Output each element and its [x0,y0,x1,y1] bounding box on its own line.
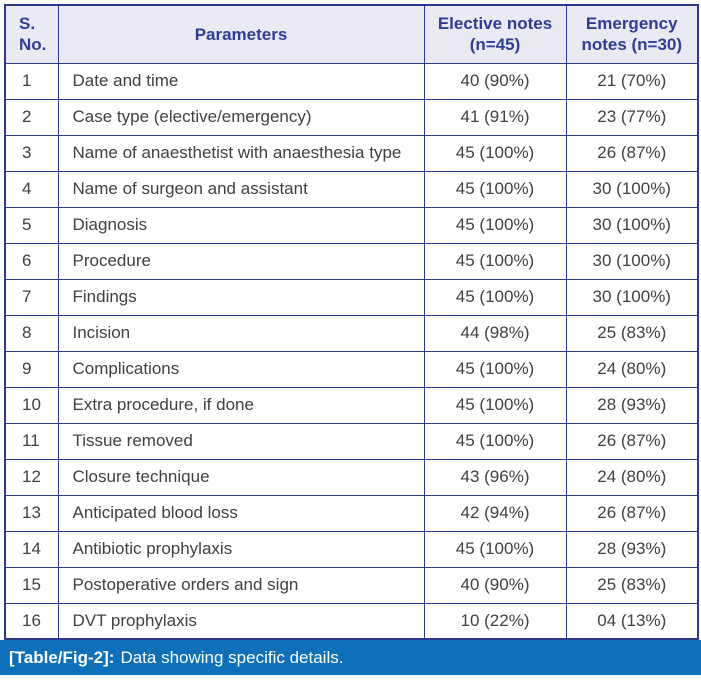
table-row: 4 Name of surgeon and assistant 45 (100%) 3… [4,170,699,208]
elective-value-cell: 42 (94%) [423,494,567,532]
parameter-cell: DVT prophylaxis [57,602,425,640]
table-row: 2 Case type (elective/emergency) 41 (91%) 2… [4,98,699,136]
elective-value-cell: 45 (100%) [423,278,567,316]
table-header: S. No. Parameters Elective notes (n=45) … [4,4,699,64]
row-number-cell: 2 [4,98,59,136]
row-number-cell: 7 [4,278,59,316]
parameter-cell: Findings [57,278,425,316]
emergency-value-cell: 04 (13%) [565,602,699,640]
parameter-cell: Extra procedure, if done [57,386,425,424]
table-row: 10 Extra procedure, if done 45 (100%) 28 (9… [4,386,699,424]
row-number-cell: 1 [4,62,59,100]
table-row: 5 Diagnosis 45 (100%) 30 (100%) [4,206,699,244]
row-number-cell: 8 [4,314,59,352]
row-number-cell: 11 [4,422,59,460]
table-caption: [Table/Fig-2]: Data showing specific det… [0,640,701,675]
parameter-cell: Complications [57,350,425,388]
table-row: 13 Anticipated blood loss 42 (94%) 26 (87%) [4,494,699,532]
table-row: 1 Date and time 40 (90%) 21 (70%) [4,62,699,100]
emergency-value-cell: 28 (93%) [565,530,699,568]
row-number-cell: 6 [4,242,59,280]
parameter-cell: Case type (elective/emergency) [57,98,425,136]
table-row: 15 Postoperative orders and sign 40 (90%) 2… [4,566,699,604]
parameter-cell: Date and time [57,62,425,100]
table-row: 9 Complications 45 (100%) 24 (80%) [4,350,699,388]
elective-value-cell: 45 (100%) [423,350,567,388]
emergency-value-cell: 26 (87%) [565,422,699,460]
table-figure: S. No. Parameters Elective notes (n=45) … [0,4,701,675]
column-header-elective: Elective notes (n=45) [423,4,567,64]
emergency-value-cell: 30 (100%) [565,278,699,316]
row-number-cell: 4 [4,170,59,208]
elective-value-cell: 44 (98%) [423,314,567,352]
emergency-value-cell: 21 (70%) [565,62,699,100]
data-table: S. No. Parameters Elective notes (n=45) … [4,4,699,640]
emergency-value-cell: 26 (87%) [565,494,699,532]
parameter-cell: Incision [57,314,425,352]
table-row: 6 Procedure 45 (100%) 30 (100%) [4,242,699,280]
parameter-cell: Antibiotic prophylaxis [57,530,425,568]
table-row: 14 Antibiotic prophylaxis 45 (100%) 28 (93%… [4,530,699,568]
parameter-cell: Closure technique [57,458,425,496]
table-row: 11 Tissue removed 45 (100%) 26 (87%) [4,422,699,460]
table-row: 8 Incision 44 (98%) 25 (83%) [4,314,699,352]
row-number-cell: 3 [4,134,59,172]
row-number-cell: 16 [4,602,59,640]
caption-label: [Table/Fig-2]: [9,647,115,667]
emergency-value-cell: 24 (80%) [565,458,699,496]
row-number-cell: 12 [4,458,59,496]
parameter-cell: Postoperative orders and sign [57,566,425,604]
row-number-cell: 10 [4,386,59,424]
parameter-cell: Procedure [57,242,425,280]
caption-text: Data showing specific details. [120,647,344,667]
emergency-value-cell: 30 (100%) [565,242,699,280]
parameter-cell: Name of surgeon and assistant [57,170,425,208]
elective-value-cell: 45 (100%) [423,422,567,460]
elective-value-cell: 45 (100%) [423,242,567,280]
table-row: 16 DVT prophylaxis 10 (22%) 04 (13%) [4,602,699,640]
elective-value-cell: 41 (91%) [423,98,567,136]
column-header-emergency: Emergency notes (n=30) [565,4,699,64]
row-number-cell: 14 [4,530,59,568]
elective-value-cell: 45 (100%) [423,530,567,568]
table-row: 7 Findings 45 (100%) 30 (100%) [4,278,699,316]
row-number-cell: 13 [4,494,59,532]
emergency-value-cell: 24 (80%) [565,350,699,388]
elective-value-cell: 45 (100%) [423,206,567,244]
parameter-cell: Tissue removed [57,422,425,460]
parameter-cell: Anticipated blood loss [57,494,425,532]
row-number-cell: 9 [4,350,59,388]
emergency-value-cell: 26 (87%) [565,134,699,172]
emergency-value-cell: 23 (77%) [565,98,699,136]
elective-value-cell: 10 (22%) [423,602,567,640]
emergency-value-cell: 25 (83%) [565,566,699,604]
row-number-cell: 15 [4,566,59,604]
header-row: S. No. Parameters Elective notes (n=45) … [4,4,699,64]
table-row: 12 Closure technique 43 (96%) 24 (80%) [4,458,699,496]
emergency-value-cell: 28 (93%) [565,386,699,424]
elective-value-cell: 40 (90%) [423,62,567,100]
table-body: 1 Date and time 40 (90%) 21 (70%) 2 Case type… [4,62,699,640]
page: { "colors": { "border_navy": "#2d3a8c", … [0,4,701,680]
elective-value-cell: 45 (100%) [423,134,567,172]
elective-value-cell: 45 (100%) [423,386,567,424]
emergency-value-cell: 30 (100%) [565,206,699,244]
emergency-value-cell: 25 (83%) [565,314,699,352]
elective-value-cell: 45 (100%) [423,170,567,208]
column-header-sno: S. No. [4,4,59,64]
elective-value-cell: 40 (90%) [423,566,567,604]
elective-value-cell: 43 (96%) [423,458,567,496]
emergency-value-cell: 30 (100%) [565,170,699,208]
parameter-cell: Diagnosis [57,206,425,244]
row-number-cell: 5 [4,206,59,244]
parameter-cell: Name of anaesthetist with anaesthesia ty… [57,134,425,172]
table-row: 3 Name of anaesthetist with anaesthesia t… [4,134,699,172]
column-header-parameters: Parameters [57,4,425,64]
